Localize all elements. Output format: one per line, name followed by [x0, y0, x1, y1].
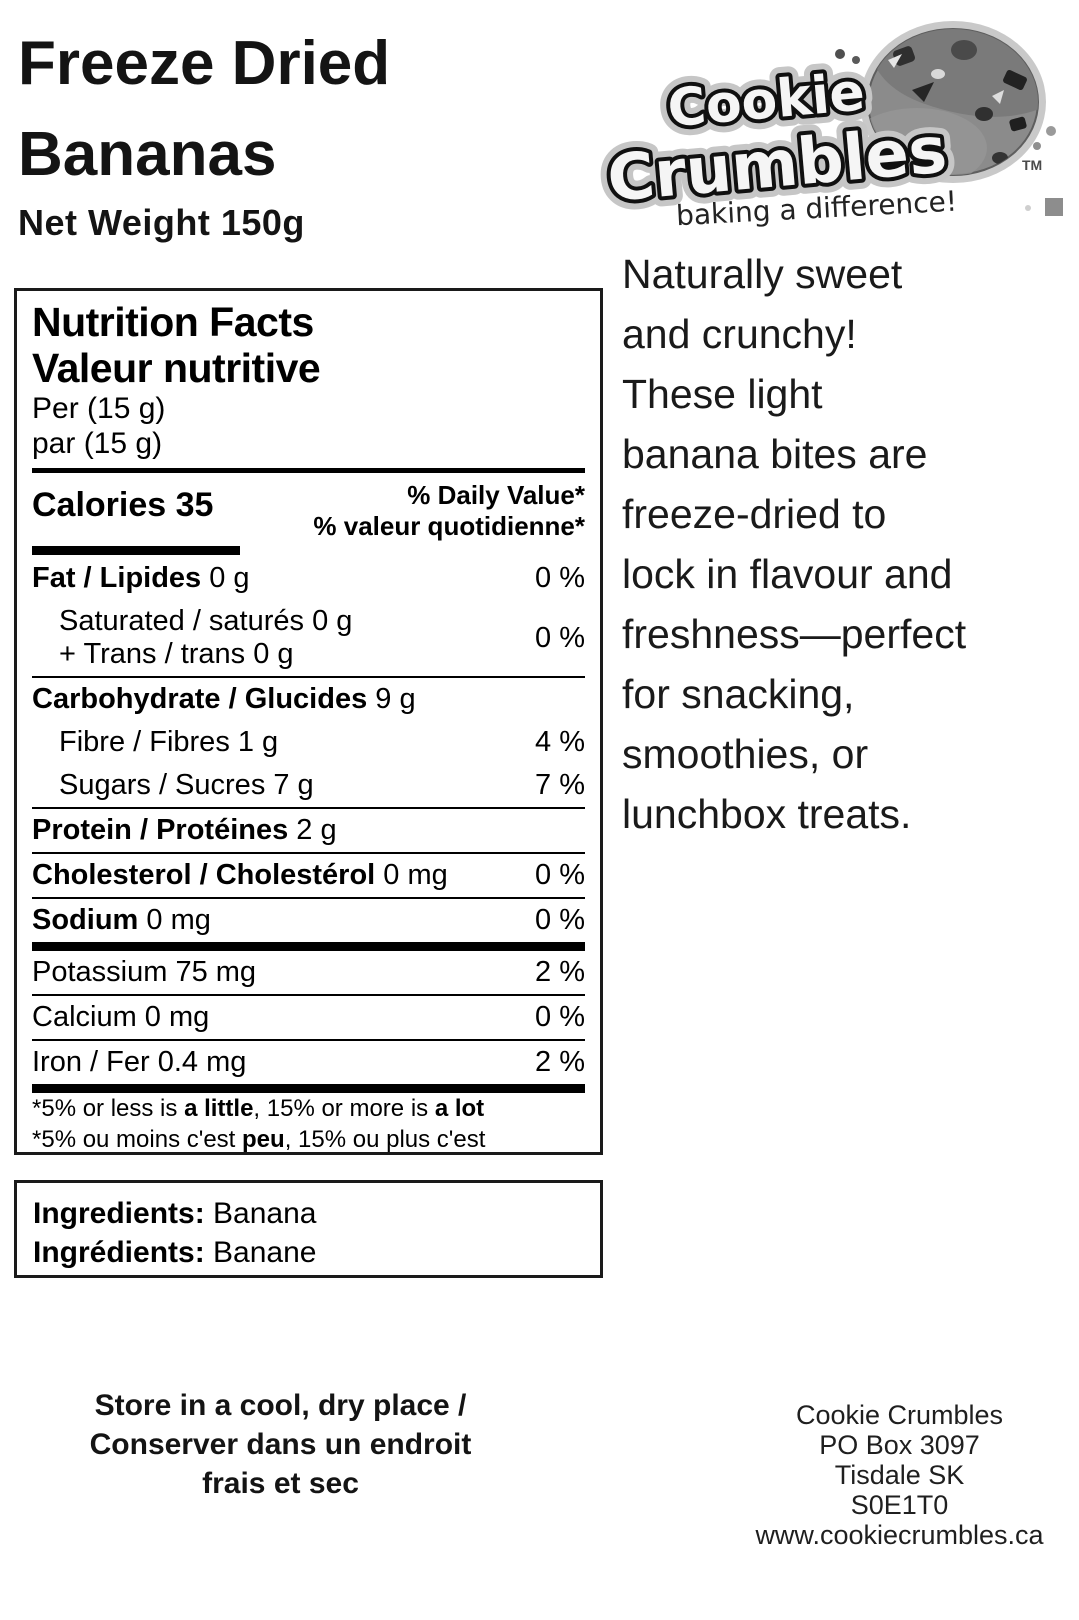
- chocolate-chip: [892, 46, 916, 66]
- product-title: Freeze Dried Bananas Net Weight 150g: [18, 18, 390, 244]
- rule-thin: [32, 807, 585, 809]
- nft-title-fr: Valeur nutritive: [32, 345, 321, 391]
- company-address: Cookie Crumbles PO Box 3097 Tisdale SK S…: [742, 1400, 1057, 1550]
- dv-header-fr: % valeur quotidienne*: [313, 511, 585, 541]
- rule-thin: [32, 994, 585, 996]
- row-fat: Fat / Lipides 0 g 0 %: [32, 562, 585, 594]
- row-calcium: Calcium 0 mg 0 %: [32, 1001, 585, 1033]
- row-sugars: Sugars / Sucres 7 g 7 %: [59, 769, 585, 801]
- row-sodium: Sodium 0 mg 0 %: [32, 904, 585, 936]
- address-line-company: Cookie Crumbles: [795, 1400, 1004, 1430]
- rule-thin: [32, 1039, 585, 1041]
- crumb-dot: [1046, 126, 1056, 136]
- address-line-pobox: PO Box 3097: [819, 1430, 980, 1460]
- rule-medium: [32, 468, 585, 473]
- address-line-website: www.cookiecrumbles.ca: [755, 1520, 1044, 1550]
- brand-logo: Cookie Crumbles Cookie Crumbles baking a…: [572, 18, 1077, 233]
- cookie-illustration: [835, 21, 1056, 183]
- crumb-dot: [852, 56, 860, 64]
- cookie-crumbles-logo-svg: Cookie Crumbles Cookie Crumbles baking a…: [595, 21, 1063, 232]
- dv-header-en: % Daily Value*: [407, 480, 585, 510]
- ingredients-panel: Ingredients: Banana Ingrédients: Banane: [14, 1180, 603, 1278]
- row-potassium: Potassium 75 mg 2 %: [32, 956, 585, 988]
- crumb-dot: [1025, 205, 1031, 211]
- crumb-dot: [1033, 142, 1041, 150]
- thick-bar: [32, 942, 585, 951]
- nutrition-facts-panel: Nutrition Facts Valeur nutritive Per (15…: [14, 288, 603, 1155]
- storage-instructions: Store in a cool, dry place / Conserver d…: [89, 1389, 472, 1500]
- daily-value-header: % Daily Value* % valeur quotidienne*: [313, 480, 585, 542]
- product-description: Naturally sweet and crunchy! These light…: [622, 251, 967, 837]
- nft-serving-en: Per (15 g): [32, 392, 166, 425]
- row-fibre: Fibre / Fibres 1 g 4 %: [59, 726, 585, 758]
- footnote-en: *5% or less is a little, 15% or more is …: [32, 1095, 485, 1122]
- nft-serving-fr: par (15 g): [32, 427, 163, 460]
- nft-title-en: Nutrition Facts: [32, 299, 314, 345]
- row-cholesterol: Cholesterol / Cholestérol 0 mg 0 %: [32, 859, 585, 891]
- product-title-line2: Bananas: [18, 120, 277, 189]
- rule-thin: [32, 852, 585, 854]
- calories-label: Calories 35: [32, 486, 214, 524]
- crumb-dot: [835, 49, 845, 59]
- row-saturated-trans: Saturated / saturés 0 g + Trans / trans …: [59, 605, 585, 670]
- row-iron: Iron / Fer 0.4 mg 2 %: [32, 1046, 585, 1078]
- rule-thin: [32, 676, 585, 678]
- address-line-postal: S0E1T0: [850, 1490, 949, 1520]
- logo-accent-square: [1045, 198, 1063, 216]
- thick-bar: [32, 1084, 585, 1093]
- row-protein: Protein / Protéines 2 g: [32, 814, 337, 846]
- calories-thick-bar: [32, 546, 240, 555]
- row-carbohydrate: Carbohydrate / Glucides 9 g: [32, 683, 416, 715]
- rule-thin: [32, 897, 585, 899]
- calories-value: 35: [175, 486, 214, 524]
- net-weight: Net Weight 150g: [18, 202, 305, 243]
- product-title-line1: Freeze Dried: [18, 29, 391, 98]
- address-line-city: Tisdale SK: [834, 1460, 965, 1490]
- trademark-symbol: TM: [1022, 157, 1042, 173]
- footnote-fr: *5% ou moins c'est peu, 15% ou plus c'es…: [32, 1126, 486, 1153]
- ingredients-line-fr: Ingrédients: Banane: [33, 1236, 317, 1269]
- calories-row: Calories 35 % Daily Value* % valeur quot…: [32, 480, 585, 542]
- ingredients-line-en: Ingredients: Banana: [33, 1197, 317, 1230]
